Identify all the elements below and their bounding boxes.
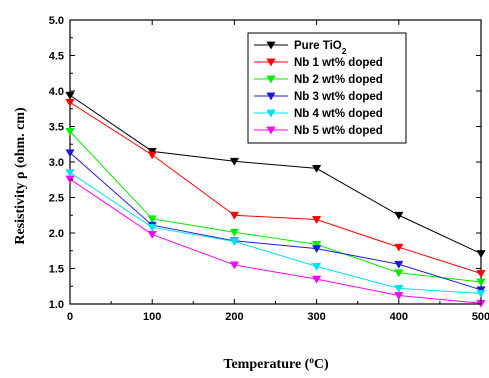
legend-marker xyxy=(266,41,276,50)
data-point-marker xyxy=(229,261,240,270)
series-line xyxy=(69,94,482,255)
data-point-marker xyxy=(147,231,157,239)
data-point-marker xyxy=(394,284,404,293)
data-point-marker xyxy=(65,169,75,178)
data-point-marker xyxy=(147,151,157,160)
legend-entry: Nb 2 wt% doped xyxy=(254,74,383,86)
legend-entry: Nb 4 wt% doped xyxy=(254,108,383,120)
legend-marker xyxy=(266,92,276,101)
x-tick-label: 200 xyxy=(225,311,243,323)
axes-group: 1.0 1.5 2.0 2.5 3.0 3.5 4.0 4.5 5.0 0 100 200 300 400… xyxy=(49,15,489,323)
data-point-marker xyxy=(147,215,157,224)
legend-box xyxy=(247,32,407,144)
legend-label: Nb 3 wt% doped xyxy=(294,91,383,103)
data-point-marker xyxy=(311,164,322,173)
legend-entry: Nb 5 wt% doped xyxy=(254,125,383,137)
series-line xyxy=(69,131,482,283)
y-tick-label: 4.5 xyxy=(49,51,64,63)
series-line xyxy=(69,101,482,274)
series-line xyxy=(69,152,482,291)
y-axis-title: Resistivity ρ (ohm. cm) xyxy=(13,107,28,245)
y-tick-label: 5.0 xyxy=(49,15,64,27)
x-tick-label: 0 xyxy=(67,311,73,323)
y-tick-label: 3.5 xyxy=(49,122,64,134)
data-point-marker xyxy=(476,270,486,278)
data-point-marker xyxy=(311,275,322,284)
series-6 xyxy=(65,175,486,308)
legend-label: Nb 2 wt% doped xyxy=(294,74,383,86)
y-tick-label: 1.0 xyxy=(49,299,64,311)
y-tick-label: 3.0 xyxy=(49,157,64,169)
x-axis-title: Temperature (oC) xyxy=(223,355,329,372)
legend-marker xyxy=(266,126,276,135)
y-tick-label: 4.0 xyxy=(49,86,64,98)
series-line xyxy=(69,178,482,304)
series-line xyxy=(69,172,482,294)
data-point-marker xyxy=(394,269,404,278)
y-tick-label: 1.5 xyxy=(49,264,64,276)
legend-label: Nb 1 wt% doped xyxy=(294,57,383,69)
legend-label: Nb 4 wt% doped xyxy=(294,108,383,120)
data-point-marker xyxy=(476,289,486,298)
legend-marker xyxy=(266,58,276,67)
data-point-marker xyxy=(394,211,404,220)
x-tick-label: 100 xyxy=(143,311,161,323)
data-point-marker xyxy=(229,228,240,237)
data-point-marker xyxy=(229,211,240,220)
x-tick-label: 400 xyxy=(390,311,408,323)
data-point-marker xyxy=(394,243,404,252)
data-point-marker xyxy=(229,238,240,247)
legend-entry: Nb 1 wt% doped xyxy=(254,57,383,69)
data-point-marker xyxy=(311,216,322,224)
legend-marker xyxy=(266,109,276,118)
data-point-marker xyxy=(147,223,157,232)
legend-label: Nb 5 wt% doped xyxy=(294,125,383,137)
legend-marker xyxy=(266,75,276,84)
data-point-marker xyxy=(476,250,486,259)
x-tick-label: 300 xyxy=(307,311,325,323)
data-point-marker xyxy=(311,245,322,254)
data-point-marker xyxy=(311,262,322,271)
y-tick-label: 2.0 xyxy=(49,228,64,240)
legend-entry: Nb 3 wt% doped xyxy=(254,91,383,103)
y-tick-label: 2.5 xyxy=(49,193,64,205)
data-point-marker xyxy=(229,157,240,166)
data-point-marker xyxy=(65,149,75,158)
series-2 xyxy=(65,98,486,278)
x-tick-label: 500 xyxy=(472,311,489,323)
data-point-marker xyxy=(476,278,486,287)
data-point-marker xyxy=(311,240,322,249)
data-point-marker xyxy=(65,91,75,100)
series-group xyxy=(65,91,486,308)
series-3 xyxy=(65,128,486,287)
data-point-marker xyxy=(394,260,404,269)
data-point-marker xyxy=(65,128,75,136)
data-point-marker xyxy=(394,292,404,300)
data-point-marker xyxy=(65,98,75,107)
series-5 xyxy=(65,169,486,298)
